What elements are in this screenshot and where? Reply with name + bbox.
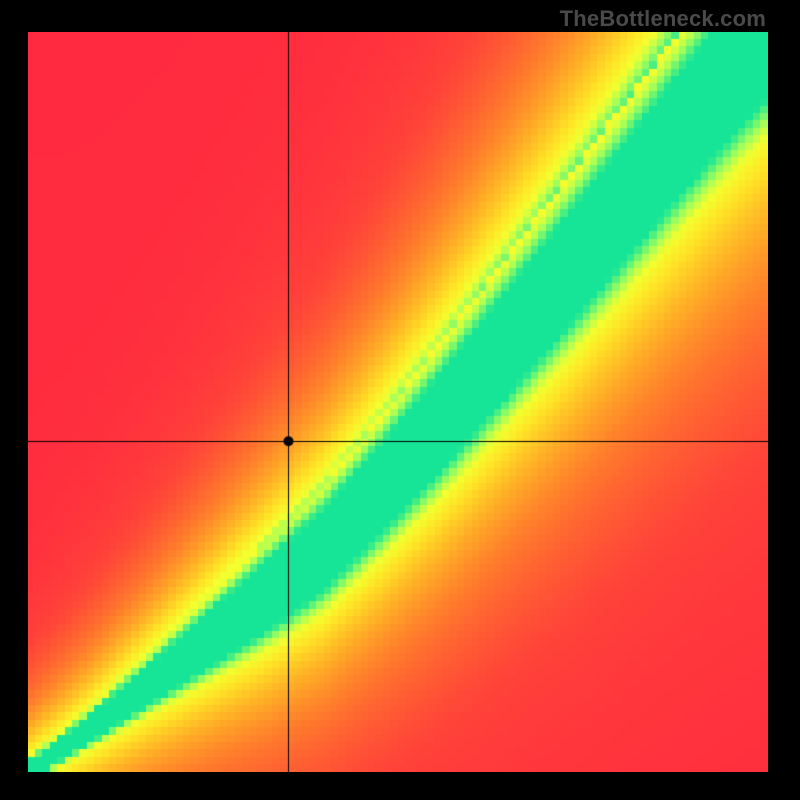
chart-container: TheBottleneck.com bbox=[0, 0, 800, 800]
watermark-text: TheBottleneck.com bbox=[560, 6, 766, 32]
heatmap-canvas bbox=[28, 32, 768, 772]
